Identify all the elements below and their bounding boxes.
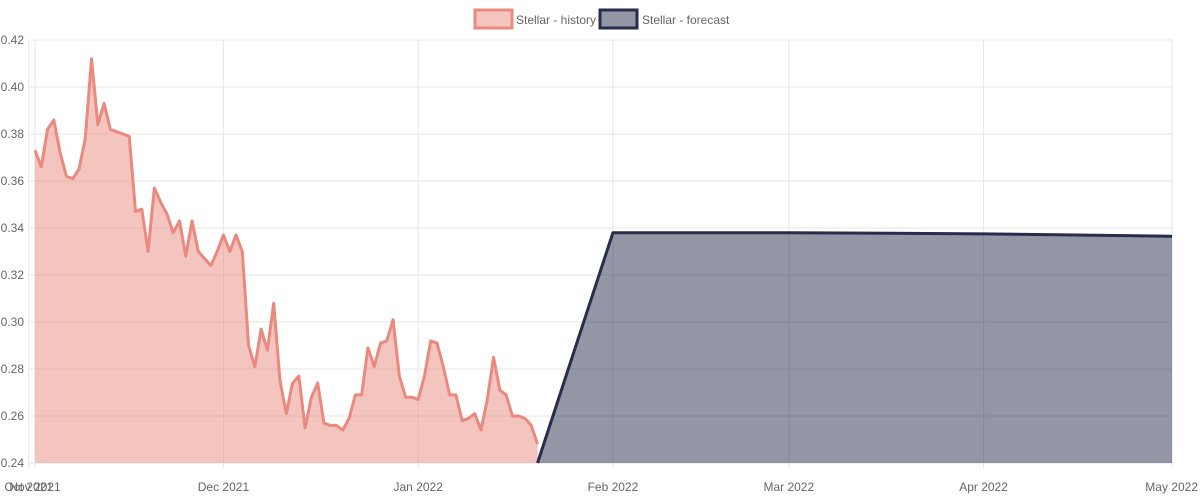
y-tick-label: 0.28 [1, 362, 25, 376]
series-areas [33, 57, 1173, 464]
y-tick-label: 0.30 [1, 315, 25, 329]
series-area-0 [35, 58, 538, 464]
x-tick-label: Jan 2022 [393, 480, 443, 494]
series-line-0 [33, 57, 539, 445]
x-tick-label: Apr 2022 [959, 480, 1008, 494]
legend-item[interactable]: Stellar - forecast [598, 8, 730, 30]
x-tick-label: Dec 2021 [198, 480, 250, 494]
legend-label: Stellar - forecast [642, 13, 730, 27]
x-tick-label: Nov 2021 [9, 480, 61, 494]
axes: 0.24 0.26 0.28 0.30 0.32 0.34 0.36 0.38 0.40 0.42… [1, 33, 1199, 494]
y-tick-label: 0.34 [1, 221, 25, 235]
x-tick-label: Mar 2022 [763, 480, 814, 494]
legend-label: Stellar - history [516, 13, 596, 27]
legend-item[interactable]: Stellar - history [473, 8, 596, 30]
legend[interactable]: Stellar - history Stellar - forecast [473, 8, 730, 30]
series-line-1 [536, 231, 1173, 464]
x-tick-label: Oct 2021 [4, 480, 53, 494]
y-tick-label: 0.24 [1, 456, 25, 470]
legend-swatch [598, 8, 639, 30]
y-tick-label: 0.42 [1, 33, 25, 47]
x-tick-label: Feb 2022 [588, 480, 639, 494]
y-tick-label: 0.40 [1, 80, 25, 94]
y-tick-label: 0.32 [1, 268, 25, 282]
series-area-1 [537, 232, 1172, 463]
y-tick-label: 0.38 [1, 127, 25, 141]
y-tick-label: 0.36 [1, 174, 25, 188]
y-tick-label: 0.26 [1, 409, 25, 423]
legend-swatch [473, 8, 514, 30]
x-tick-label: May 2022 [1145, 480, 1198, 494]
